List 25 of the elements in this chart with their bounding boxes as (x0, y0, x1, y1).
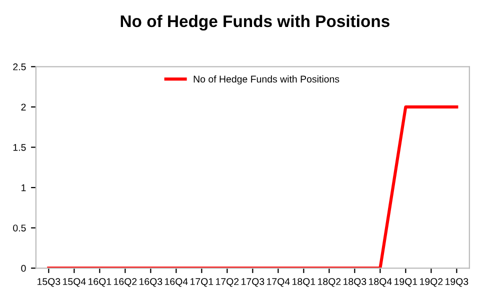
x-tick-label: 19Q1 (394, 278, 418, 287)
x-tick-label: 19Q2 (420, 278, 443, 287)
x-tick-label: 19Q3 (446, 278, 468, 287)
legend-label: No of Hedge Funds with Positions (194, 75, 340, 84)
x-tick-label: 16Q3 (140, 278, 162, 287)
x-tick-label: 16Q2 (114, 278, 137, 287)
y-tick-label: 1 (22, 184, 26, 192)
y-tick-label: 0.5 (13, 224, 26, 232)
x-tick-label: 16Q4 (165, 278, 188, 287)
x-tick-label: 17Q3 (242, 278, 264, 287)
x-tick-label: 17Q2 (216, 278, 239, 287)
x-tick-label: 17Q1 (190, 278, 214, 287)
x-tick-label: 18Q1 (292, 278, 316, 287)
x-tick-label: 18Q2 (318, 278, 341, 287)
chart-title: No of Hedge Funds with Positions (120, 14, 390, 31)
x-tick-label: 17Q4 (267, 278, 290, 287)
y-tick-label: 1.5 (13, 144, 26, 151)
y-tick-label: 0 (21, 264, 26, 272)
y-tick-label: 2 (21, 104, 26, 110)
x-tick-label: 18Q4 (369, 278, 392, 287)
x-tick-label: 15Q3 (38, 278, 60, 287)
y-tick-label: 2.5 (13, 63, 26, 70)
x-tick-label: 15Q4 (63, 278, 86, 287)
x-tick-label: 18Q3 (344, 278, 366, 287)
x-tick-label: 16Q1 (88, 278, 112, 287)
